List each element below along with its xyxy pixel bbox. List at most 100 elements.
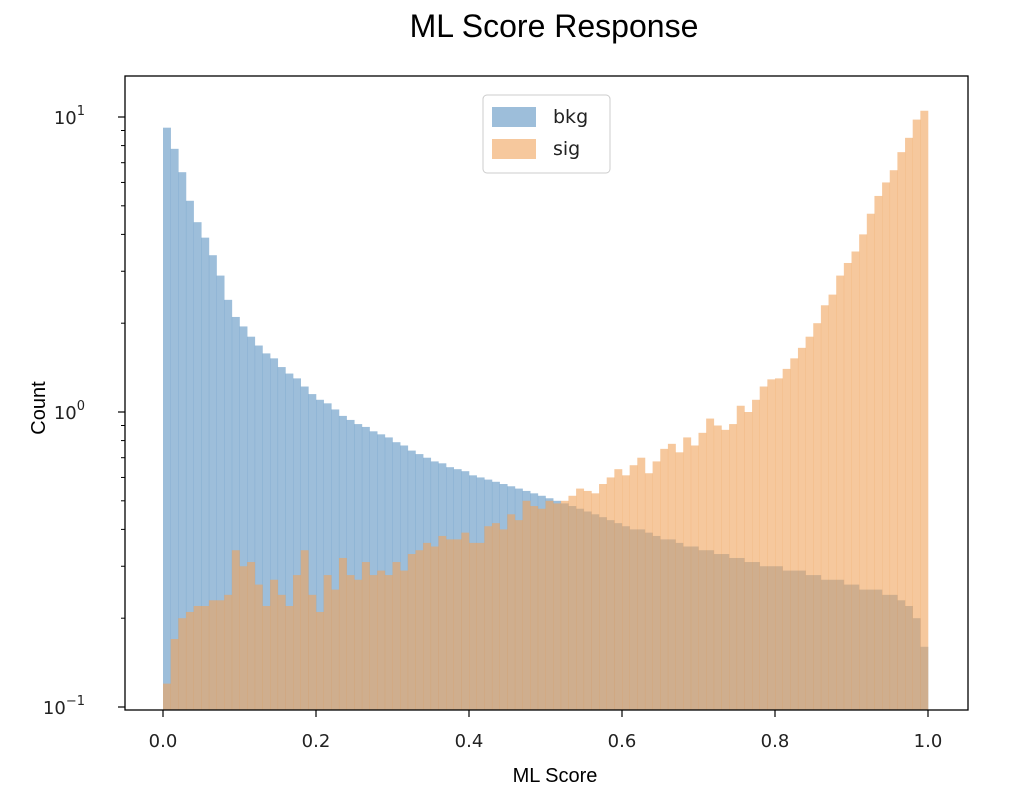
- sig-bar: [323, 575, 332, 710]
- sig-bar: [392, 562, 401, 710]
- sig-bar: [721, 429, 730, 710]
- sig-bar: [583, 490, 592, 710]
- sig-bar: [729, 424, 738, 710]
- sig-bar: [866, 213, 875, 711]
- sig-bar: [208, 600, 217, 710]
- y-tick-label: 10−1: [43, 694, 85, 719]
- sig-bar: [805, 336, 814, 710]
- sig-bar: [231, 550, 240, 710]
- chart-title: ML Score Response: [409, 8, 699, 44]
- sig-bar: [560, 500, 569, 710]
- sig-bar: [522, 500, 531, 710]
- sig-bar: [820, 305, 829, 710]
- bkg-bar: [300, 386, 309, 710]
- bkg-bar: [208, 255, 217, 710]
- sig-legend-swatch: [492, 139, 536, 159]
- sig-bar: [293, 575, 301, 710]
- sig-bar: [354, 579, 363, 710]
- bkg-bar: [178, 172, 187, 710]
- legend-box: [482, 94, 611, 174]
- y-tick-label: 100: [54, 399, 85, 424]
- sig-bar: [316, 611, 324, 710]
- sig-bar: [553, 503, 562, 710]
- x-tick-label: 0.4: [455, 731, 484, 752]
- sig-bar: [178, 618, 187, 710]
- x-tick-label: 0.2: [302, 731, 331, 752]
- bkg-bar: [201, 237, 210, 710]
- sig-bar: [216, 600, 225, 710]
- sig-bar: [338, 557, 347, 710]
- sig-bar: [874, 195, 883, 710]
- y-axis-ticks: 101 100 10−1: [43, 104, 125, 719]
- sig-bar: [300, 550, 309, 710]
- sig-bar: [767, 379, 776, 710]
- bkg-bar: [163, 127, 171, 711]
- sig-bar: [683, 437, 692, 710]
- sig-bar: [813, 323, 822, 710]
- sig-legend-label: sig: [553, 138, 580, 160]
- sig-bar: [438, 535, 447, 710]
- x-tick-label: 0.0: [149, 731, 178, 752]
- bkg-bar: [254, 345, 263, 710]
- legend: bkg sig: [482, 94, 611, 174]
- sig-bar: [637, 457, 646, 710]
- sig-bar: [270, 579, 279, 710]
- sig-bar: [797, 347, 806, 710]
- bkg-bar: [346, 419, 355, 710]
- sig-bar: [599, 484, 607, 710]
- sig-bar: [759, 386, 768, 710]
- sig-bar: [476, 542, 485, 710]
- bkg-bar: [277, 367, 286, 710]
- sig-bar: [453, 539, 462, 710]
- sig-bar: [782, 368, 791, 710]
- bkg-bar: [239, 326, 248, 710]
- bkg-bar: [285, 373, 294, 710]
- sig-bar: [882, 182, 891, 710]
- sig-bar: [667, 443, 676, 710]
- sig-bar: [790, 358, 799, 710]
- sig-bar: [843, 262, 852, 710]
- sig-bar: [690, 445, 699, 710]
- bkg-bar: [170, 148, 179, 710]
- sig-bar: [285, 605, 294, 710]
- bkg-bar: [185, 200, 194, 710]
- sig-bar: [576, 488, 585, 710]
- sig-bar: [277, 594, 286, 710]
- sig-bar: [446, 539, 454, 710]
- sig-bar: [530, 506, 539, 710]
- bkg-bar: [247, 336, 256, 710]
- sig-bar: [675, 452, 684, 710]
- y-axis-title: Count: [28, 381, 50, 435]
- sig-bar: [254, 584, 263, 710]
- bkg-bar: [331, 409, 340, 710]
- sig-bar: [859, 234, 868, 710]
- sig-bar: [369, 575, 378, 710]
- sig-bar: [851, 251, 860, 710]
- sig-bar: [430, 546, 439, 710]
- sig-bar: [224, 594, 233, 710]
- bkg-bar: [384, 437, 393, 710]
- sig-bar: [185, 611, 194, 710]
- sig-bar: [912, 119, 921, 711]
- sig-bar: [652, 461, 661, 710]
- sig-bar: [752, 399, 760, 710]
- bkg-bar: [216, 275, 225, 710]
- sig-bar: [262, 605, 271, 710]
- sig-bar: [201, 605, 210, 710]
- sig-bar: [514, 520, 523, 710]
- sig-bar: [622, 475, 630, 710]
- sig-bar: [423, 542, 432, 710]
- sig-bar: [400, 570, 409, 710]
- sig-bar: [644, 473, 653, 710]
- sig-bar: [897, 152, 906, 710]
- bkg-bar: [270, 358, 279, 710]
- sig-bar: [239, 566, 248, 710]
- sig-bar: [660, 448, 669, 710]
- bkg-bar: [308, 394, 317, 710]
- sig-bar: [384, 575, 393, 710]
- bkg-legend-swatch: [492, 107, 536, 127]
- sig-bar: [836, 275, 845, 710]
- x-axis-ticks: 0.0 0.2 0.4 0.6 0.8 1.0: [149, 710, 942, 752]
- sig-bar: [377, 570, 386, 710]
- sig-bar: [331, 589, 340, 710]
